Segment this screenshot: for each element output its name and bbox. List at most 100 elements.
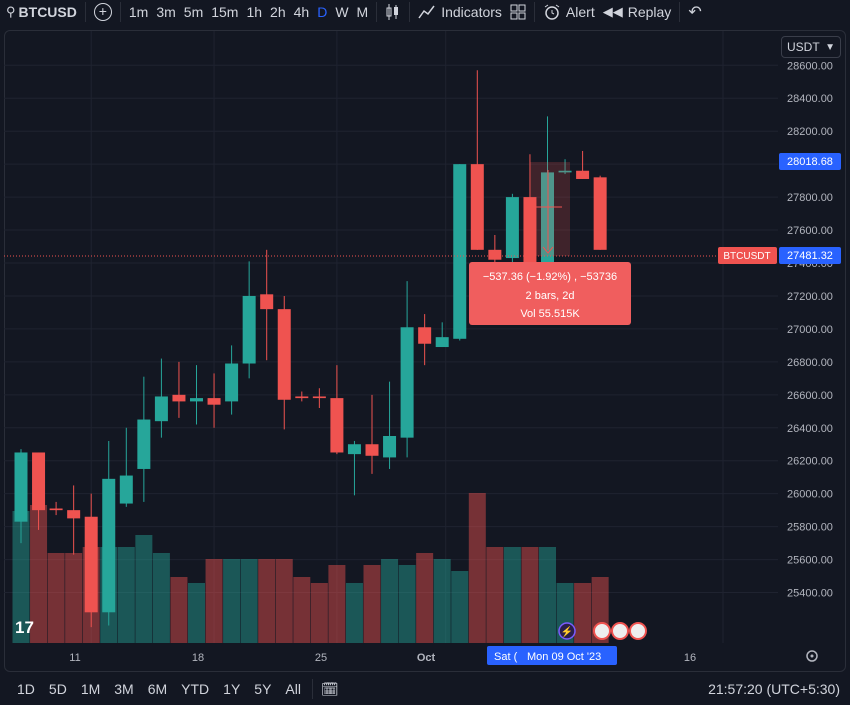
volume-bar [486,547,504,643]
interval-1m[interactable]: 1m [128,4,149,20]
candle-body [418,327,432,344]
symbol-label: BTCUSD [18,4,77,20]
range-5y[interactable]: 5Y [254,681,272,697]
candle-body [470,164,484,250]
indicators-label: Indicators [441,4,502,20]
interval-3m[interactable]: 3m [156,4,176,20]
time-tick-label: 18 [192,652,204,664]
interval-group: 1m 3m 5m 15m 1h 2h 4h D W M [125,0,372,24]
interval-1h[interactable]: 1h [246,4,263,20]
us-flag-event-icon[interactable] [629,622,647,640]
candle-body [365,444,379,456]
time-tick-label: 16 [684,652,696,664]
alert-button[interactable]: Alert [539,0,599,24]
price-tick-label: 28600.00 [787,60,833,72]
price-tick-label: 27000.00 [787,324,833,336]
us-flag-event-icon[interactable] [593,622,611,640]
volume-bar [117,547,135,643]
range-3m[interactable]: 3M [114,681,134,697]
range-6m[interactable]: 6M [147,681,168,697]
symbol-search[interactable]: ⚲ BTCUSD [0,0,81,24]
last-price-symbol-label: BTCUSDT [718,247,777,264]
interval-5m[interactable]: 5m [183,4,204,20]
clock[interactable]: 21:57:20 (UTC+5:30) [708,681,840,697]
volume-bar [468,493,486,643]
candle [32,452,46,530]
range-ytd[interactable]: YTD [181,681,210,697]
candle-body [576,170,590,179]
range-5d[interactable]: 5D [48,681,67,697]
time-axis[interactable]: 11 18 25 Oct 16 [69,652,696,664]
candle-body [32,452,46,511]
date-range-group: 1D 5D 1M 3M 6M YTD 1Y 5Y All [0,681,308,697]
candle-body [190,398,203,402]
interval-4h[interactable]: 4h [293,4,310,20]
replay-button[interactable]: ◀◀ Replay [599,0,676,24]
price-tick-label: 26400.00 [787,423,833,435]
undo-button[interactable]: ↶ [684,0,705,24]
crosshair-price-text: 28018.68 [787,156,833,168]
interval-m[interactable]: M [356,4,369,20]
candle [172,361,186,418]
volume-bar [363,565,381,643]
range-1d[interactable]: 1D [17,681,35,697]
candle-body [347,444,361,455]
rewind-icon: ◀◀ [602,4,623,19]
candle-body [137,419,151,469]
divider [376,2,378,22]
crosshair-price-label: 28018.68 [779,153,841,170]
price-tick-label: 25600.00 [787,555,833,567]
chart-grid [4,31,778,643]
indicators-icon [418,5,435,19]
interval-d[interactable]: D [317,4,328,20]
price-axis[interactable]: 28600.0028400.0028200.0028000.0027800.00… [787,60,833,599]
volume-bar [381,559,399,643]
candle-body [207,398,221,405]
volume-bar [188,583,205,643]
us-flag-event-icon[interactable] [611,622,629,640]
candle-body [172,394,186,402]
candle-body [14,452,28,522]
indicators-button[interactable]: Indicators [414,0,506,24]
candle [277,295,291,430]
candle [400,281,414,458]
volume-bar [521,547,539,643]
candle [453,164,467,341]
volume-bar [170,577,188,643]
price-tick-label: 27600.00 [787,225,833,237]
calendar-icon: 🗓 [320,680,339,697]
interval-w[interactable]: W [335,4,349,20]
volume-bar [47,553,65,643]
grid-icon [510,4,526,20]
chart-pane[interactable] [4,30,846,672]
candle-body [225,363,239,402]
time-tick-label: 11 [69,652,80,664]
compare-symbol-button[interactable]: + [90,0,116,24]
candle [558,159,572,175]
volume-bar [416,553,434,643]
volume-bar [539,547,556,643]
candle-body [102,478,116,613]
candle [154,358,168,438]
candle [49,501,63,516]
candle-body [277,309,291,400]
layouts-button[interactable] [506,0,530,24]
interval-15m[interactable]: 15m [211,4,239,20]
candle-body [242,295,256,364]
range-all[interactable]: All [285,681,301,697]
chart-type-button[interactable] [381,0,405,24]
axis-settings-icon[interactable] [806,650,818,662]
range-1y[interactable]: 1Y [223,681,241,697]
goto-date-button[interactable]: 🗓 [317,677,343,701]
interval-2h[interactable]: 2h [270,4,286,20]
candle [365,394,379,474]
currency-selector[interactable]: USDT ▼ [781,36,841,58]
chevron-down-icon: ▼ [825,41,835,53]
range-1m[interactable]: 1M [80,681,101,697]
lightning-event-icon[interactable] [558,622,576,640]
alert-label: Alert [565,4,595,20]
price-tick-label: 26800.00 [787,357,833,369]
volume-bar [275,559,293,643]
candle-body [84,516,98,613]
